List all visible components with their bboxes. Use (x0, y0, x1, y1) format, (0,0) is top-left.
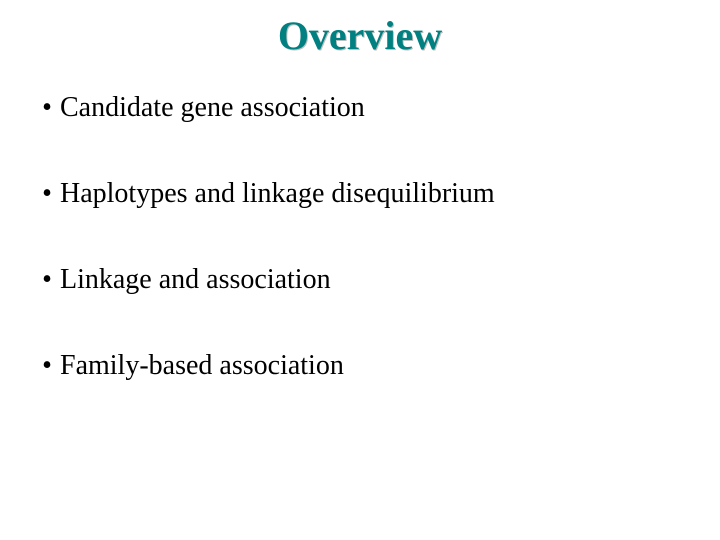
slide-body: • Candidate gene association • Haplotype… (0, 58, 720, 382)
bullet-icon: • (34, 178, 60, 210)
list-item-text: Linkage and association (60, 264, 700, 296)
list-item: • Family-based association (34, 350, 700, 382)
slide: Overview • Candidate gene association • … (0, 0, 720, 540)
bullet-icon: • (34, 92, 60, 124)
list-item-text: Haplotypes and linkage disequilibrium (60, 178, 700, 210)
list-item: • Haplotypes and linkage disequilibrium (34, 178, 700, 210)
list-item: • Candidate gene association (34, 92, 700, 124)
list-item-text: Family-based association (60, 350, 700, 382)
bullet-icon: • (34, 264, 60, 296)
list-item-text: Candidate gene association (60, 92, 700, 124)
slide-title: Overview (0, 0, 720, 58)
list-item: • Linkage and association (34, 264, 700, 296)
bullet-icon: • (34, 350, 60, 382)
